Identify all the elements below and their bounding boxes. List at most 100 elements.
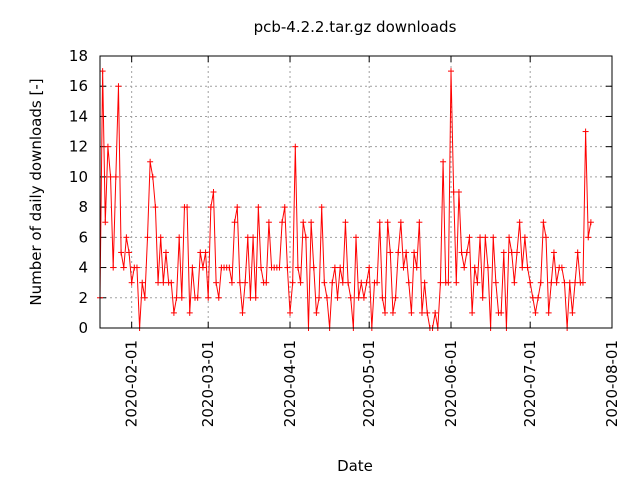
data-point	[279, 219, 286, 226]
data-point	[506, 234, 513, 241]
data-point	[160, 279, 167, 286]
data-point	[255, 204, 262, 211]
data-point	[513, 249, 520, 256]
data-point	[519, 264, 526, 271]
x-tick-label: 2020-05-01	[360, 340, 378, 427]
data-point	[168, 279, 175, 286]
data-point	[139, 279, 146, 286]
data-point	[360, 294, 367, 301]
data-point	[339, 279, 346, 286]
data-point	[189, 264, 196, 271]
x-tick-label: 2020-08-01	[603, 340, 621, 427]
data-point	[99, 68, 106, 75]
data-point	[102, 219, 109, 226]
data-point	[228, 279, 235, 286]
data-point	[202, 249, 209, 256]
data-point	[421, 279, 428, 286]
data-point	[400, 264, 407, 271]
data-point	[471, 264, 478, 271]
data-point	[178, 294, 185, 301]
data-point	[469, 309, 476, 316]
data-point	[545, 309, 552, 316]
data-point	[329, 279, 336, 286]
data-point	[376, 219, 383, 226]
data-point	[126, 249, 133, 256]
data-point	[247, 294, 254, 301]
data-point	[128, 279, 135, 286]
data-point	[458, 249, 465, 256]
data-point	[308, 219, 315, 226]
data-point	[337, 264, 344, 271]
data-point	[234, 204, 241, 211]
data-point	[112, 173, 119, 180]
data-point	[411, 249, 418, 256]
data-point	[474, 279, 481, 286]
y-axis-label: Number of daily downloads [-]	[27, 78, 45, 305]
data-point	[152, 204, 159, 211]
data-point	[355, 294, 362, 301]
data-point	[461, 264, 468, 271]
data-point	[231, 219, 238, 226]
data-point	[173, 294, 180, 301]
x-tick-label: 2020-06-01	[442, 340, 460, 427]
data-point	[342, 219, 349, 226]
data-point	[440, 158, 447, 165]
data-point	[242, 279, 249, 286]
data-point	[550, 249, 557, 256]
data-point	[162, 249, 169, 256]
data-point	[345, 279, 352, 286]
data-point	[455, 189, 462, 195]
data-point	[176, 234, 183, 241]
data-point	[558, 264, 565, 271]
y-tick-label: 0	[78, 319, 88, 337]
chart-title: pcb-4.2.2.tar.gz downloads	[254, 18, 457, 36]
data-point	[215, 294, 222, 301]
data-point	[250, 234, 257, 241]
data-point	[537, 279, 544, 286]
data-point	[252, 294, 259, 301]
y-tick-label: 4	[78, 259, 88, 277]
x-tick-label: 2020-04-01	[281, 340, 299, 427]
data-point	[358, 279, 365, 286]
data-point	[292, 143, 299, 150]
data-point	[524, 264, 531, 271]
data-point	[236, 279, 243, 286]
data-point	[529, 294, 536, 301]
y-tick-label: 10	[69, 168, 88, 186]
data-point	[532, 309, 539, 316]
data-point	[149, 173, 156, 180]
data-point	[579, 279, 586, 286]
data-point	[347, 294, 354, 301]
data-point	[516, 219, 523, 226]
data-point	[213, 279, 220, 286]
y-tick-label: 16	[69, 77, 88, 95]
data-point	[331, 264, 338, 271]
data-point	[110, 264, 117, 271]
data-point	[310, 264, 317, 271]
x-tick-label: 2020-03-01	[199, 340, 217, 427]
data-point	[511, 279, 518, 286]
data-point	[587, 219, 594, 226]
data-point	[484, 264, 491, 271]
data-point	[294, 264, 301, 271]
data-point	[389, 309, 396, 316]
data-point	[379, 294, 386, 301]
data-point	[289, 279, 296, 286]
data-point	[186, 309, 193, 316]
data-point	[392, 294, 399, 301]
data-point	[284, 264, 291, 271]
data-point	[500, 249, 507, 256]
series-downloads	[97, 68, 594, 331]
data-point	[133, 264, 140, 271]
data-point	[118, 249, 125, 256]
y-tick-label: 6	[78, 228, 88, 246]
data-point	[416, 219, 423, 226]
data-point	[403, 249, 410, 256]
data-point	[353, 234, 359, 241]
x-axis-ticks: 2020-02-01 2020-03-01 2020-04-01 2020-05-01…	[123, 56, 621, 427]
data-point	[448, 68, 455, 75]
data-point	[287, 309, 294, 316]
data-point	[265, 219, 272, 226]
data-point	[408, 309, 415, 316]
y-tick-label: 2	[78, 289, 88, 307]
